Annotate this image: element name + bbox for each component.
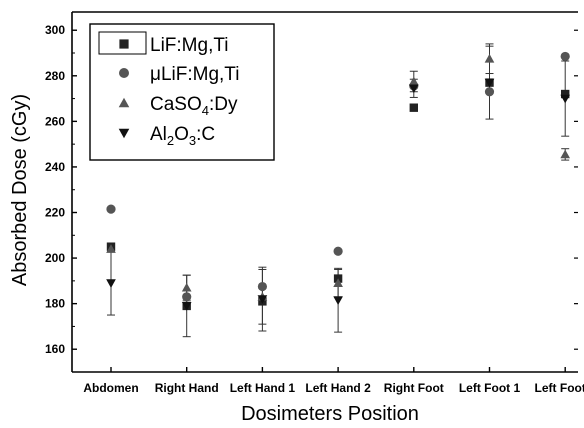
x-tick-label: Abdomen: [83, 381, 138, 395]
axes: [71, 11, 578, 373]
data-point-circle: [106, 204, 116, 214]
data-point-circle: [333, 246, 343, 256]
data-point-triangle-down: [560, 94, 571, 104]
legend-marker-square: [119, 39, 129, 49]
y-tick-label: 300: [45, 23, 65, 37]
data-point-square: [561, 89, 570, 99]
y-tick-label: 260: [45, 114, 65, 128]
data-point-circle: [182, 292, 192, 302]
data-point-square: [409, 103, 418, 112]
x-tick-label: Left Foot 2: [535, 381, 584, 395]
data-point-triangle-down: [257, 295, 268, 304]
y-tick-label: 220: [45, 206, 65, 220]
data-point-triangle-down: [484, 78, 495, 88]
data-point-triangle-up: [106, 244, 116, 253]
legend-swatch-frame: [98, 31, 147, 55]
y-tick-label: 240: [45, 160, 65, 174]
data-point-triangle-down: [408, 84, 419, 94]
data-point-triangle-up: [181, 282, 192, 292]
data-point-triangle-up: [484, 53, 495, 63]
x-tick-label: Left Foot 1: [459, 381, 521, 395]
legend-label: Al2O3:C: [150, 124, 215, 148]
legend-marker-triangle-down: [118, 128, 130, 139]
y-tick-label: 200: [45, 251, 65, 265]
y-tick-label: 180: [45, 297, 65, 311]
data-point-circle: [560, 51, 570, 62]
y-tick-labels: 160 180 200 220 240 260 280 300: [45, 23, 65, 356]
error-bars: [107, 43, 570, 338]
legend-label: LiF:Mg,Ti: [150, 35, 228, 56]
x-tick-labels: Abdomen Right Hand Left Hand 1 Left Hand 2 R…: [83, 381, 584, 395]
data-point-circle: [484, 87, 495, 97]
x-tick-label: Right Foot: [384, 381, 444, 395]
data-point-triangle-up: [408, 76, 419, 86]
data-point-triangle-down: [333, 296, 343, 306]
data-point-triangle-down: [106, 279, 116, 288]
y-tick-label: 160: [45, 342, 65, 356]
legend-label: CaSO4:Dy: [150, 94, 238, 118]
data-points: [106, 51, 571, 311]
legend-marker-circle: [119, 68, 129, 78]
legend-marker-triangle-up: [118, 97, 130, 108]
data-point-triangle-up: [333, 278, 343, 288]
x-axis-title: Dosimeters Position: [241, 403, 419, 425]
x-tick-label: Left Hand 1: [230, 381, 296, 395]
data-point-triangle-down: [181, 302, 192, 311]
x-tick-label: Right Hand: [155, 381, 219, 395]
legend-label: μLiF:Mg,Ti: [150, 64, 239, 85]
y-axis-title: Absorbed Dose (cGy): [9, 94, 31, 286]
data-point-triangle-up: [560, 149, 571, 159]
x-tick-label: Left Hand 2: [305, 381, 371, 395]
data-point-circle: [257, 281, 267, 292]
legend: LiF:Mg,Ti μLiF:Mg,Ti CaSO4:Dy Al2O3:C: [89, 23, 275, 161]
y-tick-label: 280: [45, 69, 65, 83]
